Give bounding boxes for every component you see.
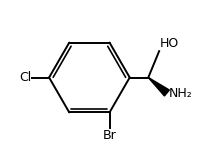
Text: NH₂: NH₂	[168, 87, 192, 100]
Text: HO: HO	[160, 37, 179, 50]
Text: Br: Br	[103, 129, 116, 142]
Polygon shape	[148, 78, 169, 96]
Text: Cl: Cl	[19, 71, 31, 84]
